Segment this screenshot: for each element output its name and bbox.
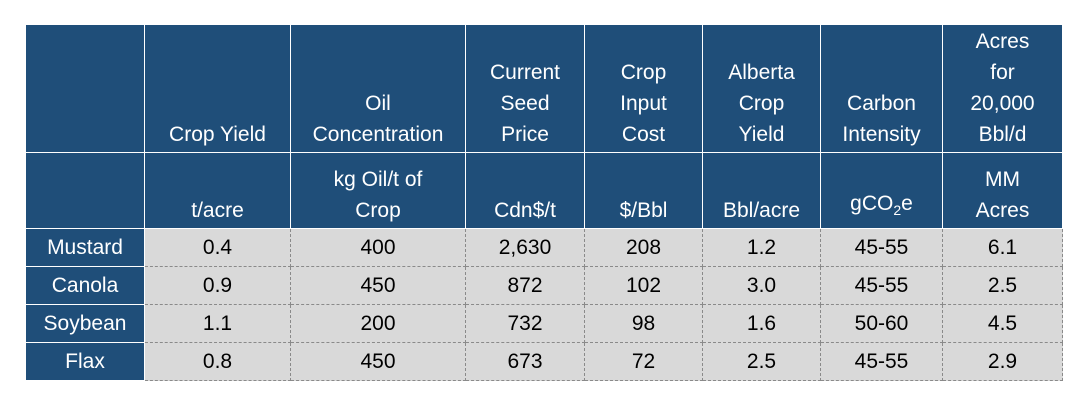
unit-carbon-intensity: gCO2e [820,152,943,229]
table-cell: 2.9 [942,342,1063,381]
table-cell: 0.9 [144,266,291,305]
table-cell: 450 [290,266,466,305]
unit-alberta-yield: Bbl/acre [702,152,821,229]
table-row: Flax 0.8 450 673 72 2.5 45-55 2.9 [25,342,1063,381]
table-row: Soybean 1.1 200 732 98 1.6 50-60 4.5 [25,304,1063,343]
row-label: Mustard [25,228,145,267]
table-cell: 45-55 [820,228,943,267]
row-label: Flax [25,342,145,381]
table-cell: 72 [584,342,703,381]
header-oil-concentration: Oil Concentration [290,24,466,153]
table-cell: 673 [465,342,585,381]
units-row: t/acre kg Oil/t of Crop Cdn$/t $/Bbl Bbl… [25,152,1063,229]
table-cell: 0.4 [144,228,291,267]
header-current-seed-price: Current Seed Price [465,24,585,153]
header-corner [25,24,145,153]
table-cell: 50-60 [820,304,943,343]
table-cell: 2.5 [942,266,1063,305]
table-cell: 732 [465,304,585,343]
unit-crop-yield: t/acre [144,152,291,229]
table-row: Canola 0.9 450 872 102 3.0 45-55 2.5 [25,266,1063,305]
table-cell: 208 [584,228,703,267]
table-cell: 102 [584,266,703,305]
table-cell: 3.0 [702,266,821,305]
row-label: Soybean [25,304,145,343]
unit-acres: MM Acres [942,152,1063,229]
table-cell: 1.1 [144,304,291,343]
header-row: Crop Yield Oil Concentration Current See… [25,24,1063,153]
table-cell: 45-55 [820,266,943,305]
row-label: Canola [25,266,145,305]
unit-seed-price: Cdn$/t [465,152,585,229]
table-cell: 4.5 [942,304,1063,343]
unit-oil-concentration: kg Oil/t of Crop [290,152,466,229]
table-cell: 98 [584,304,703,343]
header-alberta-crop-yield: Alberta Crop Yield [702,24,821,153]
table-cell: 1.6 [702,304,821,343]
header-crop-input-cost: Crop Input Cost [584,24,703,153]
table-cell: 450 [290,342,466,381]
table-cell: 2,630 [465,228,585,267]
table-cell: 2.5 [702,342,821,381]
table-cell: 0.8 [144,342,291,381]
unit-input-cost: $/Bbl [584,152,703,229]
header-acres: Acres for 20,000 Bbl/d [942,24,1063,153]
table-cell: 872 [465,266,585,305]
table-cell: 6.1 [942,228,1063,267]
table-cell: 45-55 [820,342,943,381]
table-cell: 400 [290,228,466,267]
units-corner [25,152,145,229]
table-cell: 1.2 [702,228,821,267]
table-row: Mustard 0.4 400 2,630 208 1.2 45-55 6.1 [25,228,1063,267]
crop-comparison-table: Crop Yield Oil Concentration Current See… [25,24,1063,381]
header-crop-yield: Crop Yield [144,24,291,153]
table-cell: 200 [290,304,466,343]
header-carbon-intensity: Carbon Intensity [820,24,943,153]
